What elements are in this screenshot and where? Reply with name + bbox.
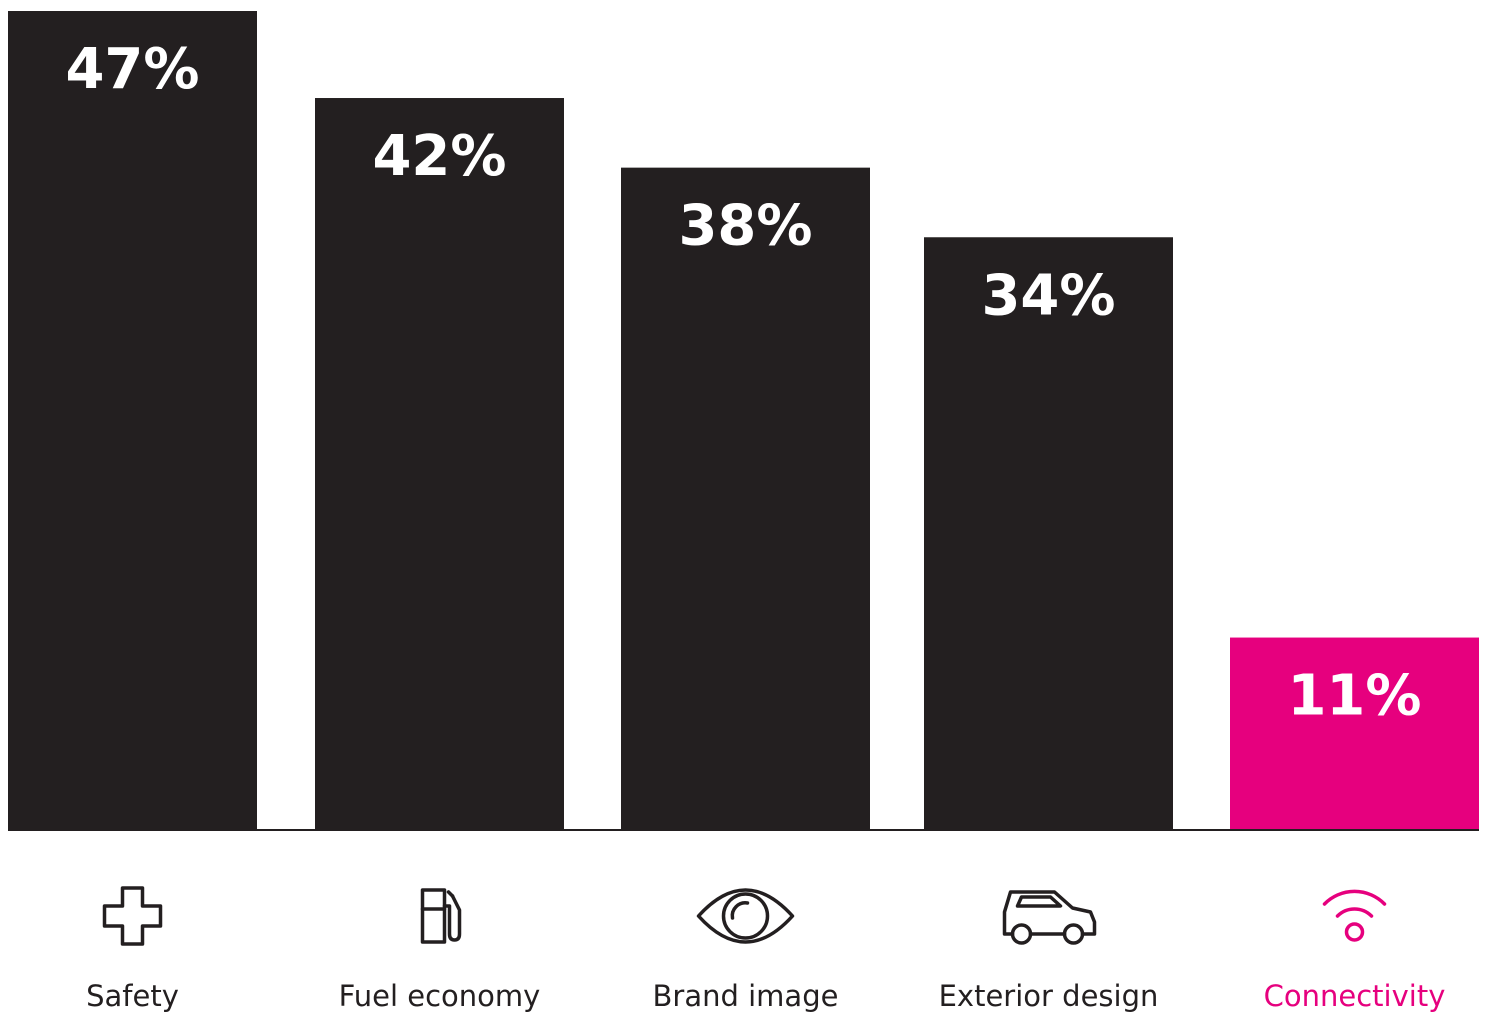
bar-safety — [8, 11, 257, 829]
category-label-fuel-economy: Fuel economy — [339, 979, 541, 1012]
value-label-safety: 47% — [65, 37, 199, 102]
wifi-icon — [1322, 889, 1387, 942]
value-label-brand-image: 38% — [678, 194, 812, 259]
bar-exterior-design — [924, 237, 1173, 830]
category-label-safety: Safety — [86, 979, 179, 1012]
value-label-connectivity: 11% — [1287, 664, 1421, 729]
plus-icon — [102, 886, 163, 946]
category-label-brand-image: Brand image — [653, 979, 839, 1012]
category-label-connectivity: Connectivity — [1264, 979, 1446, 1012]
bar-fuel-economy — [315, 98, 564, 829]
eye-icon — [696, 888, 795, 944]
fuel-pump-icon — [420, 888, 462, 944]
value-label-exterior-design: 34% — [981, 263, 1115, 328]
category-label-exterior-design: Exterior design — [939, 979, 1159, 1012]
bar-connectivity — [1230, 637, 1479, 829]
value-label-fuel-economy: 42% — [372, 124, 506, 189]
bar-brand-image — [621, 167, 870, 829]
car-icon — [1002, 890, 1097, 945]
